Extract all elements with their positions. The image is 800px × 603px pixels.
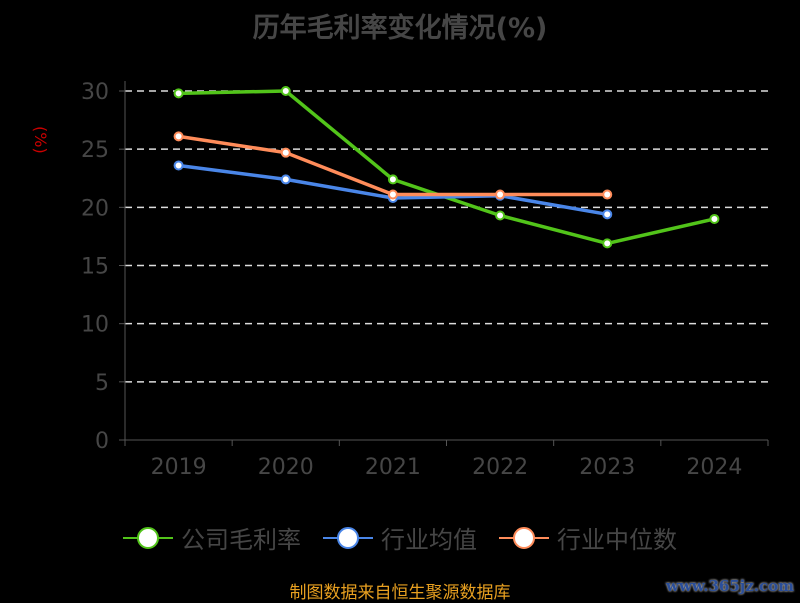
data-point <box>280 86 291 96</box>
data-point <box>280 174 291 185</box>
legend-marker-icon <box>323 526 373 549</box>
legend-label: 行业中位数 <box>557 526 677 554</box>
data-point <box>495 189 506 200</box>
legend-item[interactable]: 行业均值 <box>323 520 477 555</box>
legend-item[interactable]: 公司毛利率 <box>123 520 301 555</box>
data-point <box>709 213 720 224</box>
data-point <box>602 238 613 249</box>
legend-marker-icon <box>499 526 549 549</box>
y-tick-label: 10 <box>81 313 109 338</box>
y-tick-label: 5 <box>95 371 109 396</box>
legend-item[interactable]: 行业中位数 <box>499 520 677 555</box>
data-point <box>280 147 291 158</box>
chart-title: 历年毛利率变化情况(%) <box>252 13 548 44</box>
data-point <box>387 174 398 185</box>
x-tick-label: 2020 <box>258 455 314 480</box>
legend-label: 行业均值 <box>381 526 477 554</box>
y-tick-label: 15 <box>81 255 109 280</box>
x-tick-label: 2023 <box>579 455 635 480</box>
data-point <box>173 160 184 171</box>
legend-marker-icon <box>123 526 173 549</box>
data-point <box>602 209 613 220</box>
y-tick-label: 25 <box>81 138 109 163</box>
x-tick-label: 2024 <box>686 455 742 480</box>
y-tick-label: 0 <box>95 429 109 454</box>
data-point <box>602 189 613 200</box>
x-tick-label: 2022 <box>472 455 528 480</box>
x-tick-label: 2021 <box>365 455 421 480</box>
data-point <box>495 210 506 221</box>
data-point <box>173 88 184 99</box>
series-line-公司毛利率 <box>178 89 715 246</box>
y-tick-label: 20 <box>81 196 109 221</box>
data-point <box>173 131 184 142</box>
x-tick-label: 2019 <box>151 455 207 480</box>
y-tick-label: 30 <box>81 80 109 105</box>
data-point <box>387 189 398 200</box>
line-chart: 0 5 10 15 20 25 30 2019 2020 2021 2022 2023 2024 <box>81 80 769 480</box>
watermark: www.365jz.com <box>666 577 794 595</box>
source-note: 制图数据来自恒生聚源数据库 <box>289 583 511 603</box>
series-line-行业中位数 <box>178 134 608 197</box>
legend-label: 公司毛利率 <box>181 526 301 554</box>
legend: 公司毛利率 行业均值 行业中位数 <box>0 520 800 555</box>
